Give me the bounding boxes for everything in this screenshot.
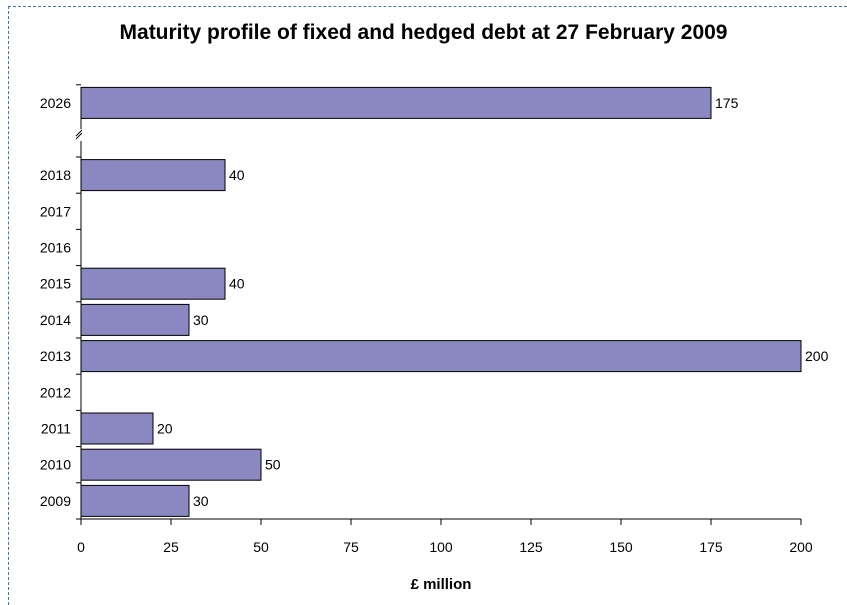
x-tick-label-0: 0 (77, 539, 85, 555)
bar-2018 (80, 159, 226, 192)
y-tick-label-2026: 2026 (40, 95, 71, 111)
data-label-2026: 175 (715, 95, 739, 111)
x-tick-label-100: 100 (429, 539, 453, 555)
y-tick-label-2011: 2011 (41, 421, 71, 437)
data-label-2013: 200 (805, 348, 829, 364)
y-tick-label-2010: 2010 (40, 457, 71, 473)
data-label-2010: 50 (265, 457, 281, 473)
data-label-2009: 30 (193, 493, 209, 509)
x-tick-label-25: 25 (163, 539, 179, 555)
x-tick-label-125: 125 (519, 539, 543, 555)
x-tick-label-50: 50 (253, 539, 269, 555)
y-tick-label-2017: 2017 (40, 203, 71, 219)
y-tick-label-2012: 2012 (40, 384, 71, 400)
bar-2010 (80, 448, 262, 481)
data-label-2014: 30 (193, 312, 209, 328)
axis-break-mark-1 (75, 132, 83, 140)
chart-title: Maturity profile of fixed and hedged deb… (119, 21, 728, 44)
bar-2026 (80, 86, 712, 119)
data-label-2018: 40 (229, 167, 245, 183)
x-tick-label-150: 150 (609, 539, 633, 555)
bar-2011 (80, 412, 154, 445)
bar-2015 (80, 267, 226, 300)
axis-break-mark-2 (75, 129, 83, 137)
data-label-2011: 20 (157, 421, 173, 437)
frame-border-top (8, 6, 847, 7)
y-tick-label-2018: 2018 (40, 167, 71, 183)
y-tick-label-2016: 2016 (40, 240, 71, 256)
x-tick-label-200: 200 (789, 539, 813, 555)
bar-2009 (80, 484, 190, 517)
x-tick-label-75: 75 (343, 539, 359, 555)
frame-border-left (8, 6, 9, 605)
bar-2014 (80, 303, 190, 336)
y-tick-label-2015: 2015 (40, 276, 71, 292)
data-label-2015: 40 (229, 276, 245, 292)
y-tick-label-2014: 2014 (40, 312, 71, 328)
x-tick-label-175: 175 (699, 539, 723, 555)
bar-2013 (80, 340, 802, 373)
x-axis-title: £ million (411, 576, 472, 593)
y-tick-label-2013: 2013 (40, 348, 71, 364)
y-tick-label-2009: 2009 (40, 493, 71, 509)
